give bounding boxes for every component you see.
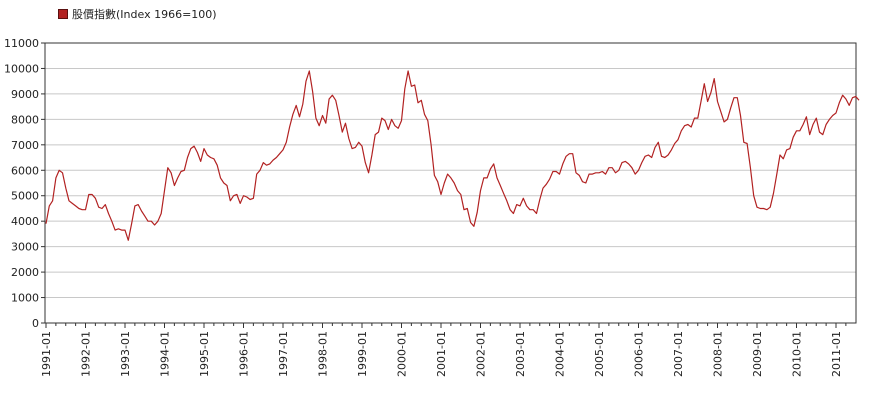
x-tick-label: 1999-01 [356, 331, 369, 377]
y-tick-label: 8000 [11, 113, 39, 126]
x-tick-label: 2007-01 [672, 331, 685, 377]
y-tick-label: 1000 [11, 292, 39, 305]
y-tick-label: 9000 [11, 88, 39, 101]
y-tick-label: 5000 [11, 190, 39, 203]
x-tick-label: 2001-01 [435, 331, 448, 377]
series-line [45, 70, 860, 241]
x-tick-label: 1993-01 [119, 331, 132, 377]
x-tick-label: 2002-01 [475, 331, 488, 377]
x-tick-label: 1992-01 [80, 331, 93, 377]
x-tick-label: 2008-01 [712, 331, 725, 377]
x-tick-label: 2006-01 [633, 331, 646, 377]
x-tick-label: 2010-01 [791, 331, 804, 377]
legend-label: 股價指數(Index 1966=100) [72, 8, 217, 21]
y-tick-label: 7000 [11, 139, 39, 152]
y-tick-label: 4000 [11, 215, 39, 228]
x-tick-label: 2005-01 [593, 331, 606, 377]
x-tick-label: 1995-01 [198, 331, 211, 377]
x-tick-label: 2004-01 [554, 331, 567, 377]
y-tick-label: 0 [32, 317, 39, 330]
legend: 股價指數(Index 1966=100) [58, 7, 217, 21]
grid-lines [45, 67, 856, 299]
legend-swatch [58, 9, 68, 19]
y-tick-label: 2000 [11, 266, 39, 279]
plot-frame [44, 42, 857, 324]
series-layer [45, 70, 860, 241]
y-axis: 0 1000 2000 3000 4000 5000 6000 7000 8000 9000 100… [4, 37, 45, 330]
x-tick-label: 2000-01 [396, 331, 409, 377]
x-tick-label: 2009-01 [751, 331, 764, 377]
y-tick-label: 10000 [4, 62, 39, 75]
y-tick-label: 6000 [11, 164, 39, 177]
y-tick-label: 3000 [11, 241, 39, 254]
x-tick-label: 1994-01 [159, 331, 172, 377]
x-tick-label: 1998-01 [317, 331, 330, 377]
x-tick-label: 1996-01 [238, 331, 251, 377]
x-tick-label: 1997-01 [277, 331, 290, 377]
x-tick-label: 1991-01 [40, 331, 53, 377]
y-tick-label: 11000 [4, 37, 39, 50]
x-tick-label: 2003-01 [514, 331, 527, 377]
x-tick-label: 2011-01 [830, 331, 843, 377]
x-axis: 1991-01 1992-01 1993-01 1994-01 1995-01 1996-… [40, 323, 847, 377]
